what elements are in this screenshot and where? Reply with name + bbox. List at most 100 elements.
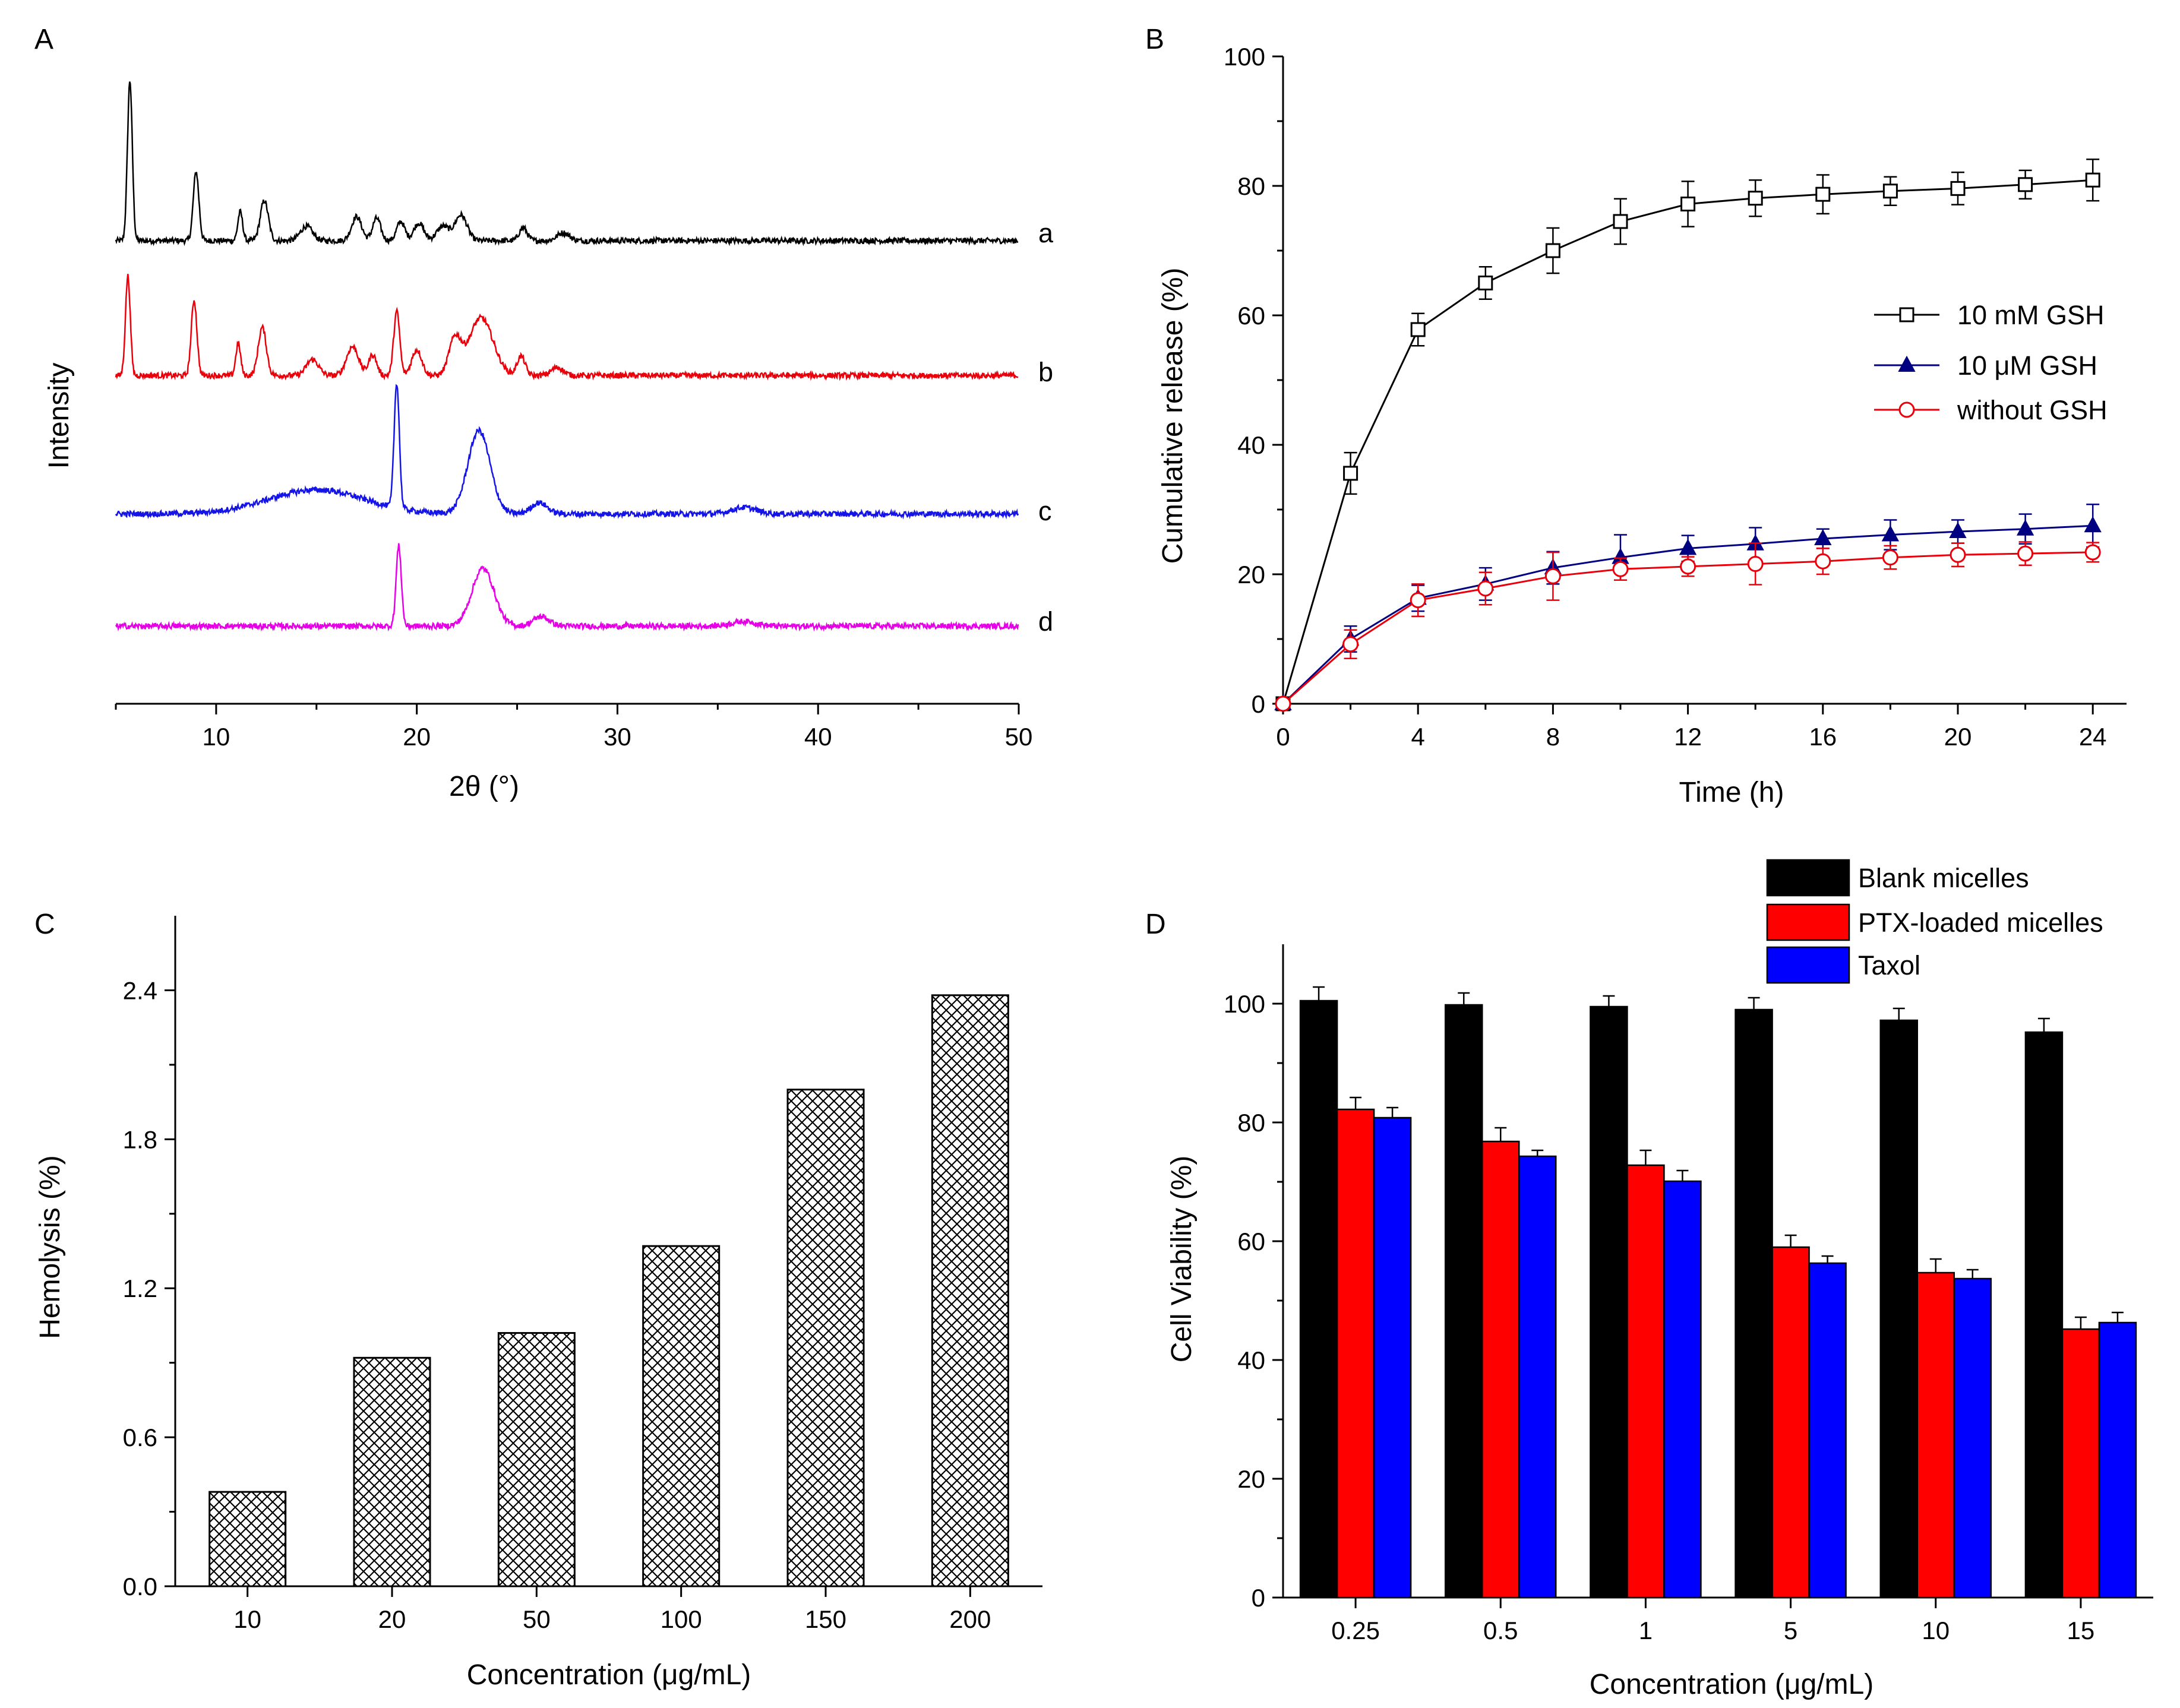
viability-x-tick-label: 5 [1784,1617,1797,1644]
hemolysis-bar [208,1491,287,1587]
release-x-tick-label: 0 [1276,723,1290,751]
hemolysis-x-label: Concentration (μg/mL) [467,1659,751,1691]
release-point [1612,561,1629,577]
viability-bar [1879,1019,1918,1599]
trace-label-a: a [1038,218,1054,248]
hemolysis-bar [497,1331,576,1587]
viability-legend: Blank micelles PTX-loaded micelles Taxol [1766,859,2103,984]
release-y-tick-label: 20 [1237,561,1265,589]
xrd-x-label: 2θ (°) [449,771,519,802]
viability-legend-swatch [1766,946,1850,984]
hemolysis-x-tick-label: 150 [805,1605,846,1633]
release-point [1343,466,1358,481]
release-x-tick-label: 12 [1674,723,1702,751]
release-legend-marker [1898,355,1916,372]
release-point [1478,276,1493,290]
release-x-tick-label: 8 [1546,723,1560,751]
hemolysis-bar [353,1356,431,1587]
release-y-label: Cumulative release (%) [1157,268,1189,564]
viability-legend-swatch [1766,903,1850,941]
viability-legend-swatch [1766,859,1850,897]
release-y-tick-label: 100 [1224,43,1265,71]
panel-letter-c: C [34,909,55,940]
xrd-y-label: Intensity [43,363,75,469]
xrd-trace-d [115,543,1019,632]
hemolysis-bar [642,1245,721,1587]
viability-x-tick-label: 10 [1922,1617,1950,1644]
release-point [2016,519,2034,536]
trace-label-c: c [1038,496,1052,526]
hemolysis-x-tick-label: 50 [523,1605,551,1633]
release-point [1275,695,1291,712]
release-point [1680,558,1696,575]
hemolysis-bar [931,994,1009,1587]
panel-letter-a: A [34,24,53,55]
release-y-tick-label: 60 [1237,302,1265,330]
hemolysis-y-tick-label: 0.0 [123,1573,157,1601]
release-point [1950,546,1966,563]
release-point [1477,580,1494,597]
xrd-chart: 10 20 30 40 50 [115,81,1032,751]
viability-y-tick-label: 20 [1237,1465,1265,1493]
viability-legend-label: PTX-loaded micelles [1858,907,2103,938]
release-x-label: Time (h) [1679,777,1784,808]
xrd-trace-b [115,274,1019,381]
viability-x-tick-label: 15 [2067,1617,2095,1644]
release-point [1748,191,1763,206]
release-point [1815,553,1831,570]
release-x-tick-label: 16 [1809,723,1837,751]
release-point [1613,214,1628,229]
viability-legend-label: Blank micelles [1858,863,2029,893]
viability-bar [1373,1116,1412,1599]
release-y-tick-label: 40 [1237,431,1265,459]
release-point [1881,525,1900,542]
viability-bar [1626,1164,1665,1599]
release-x-tick-label: 20 [1944,723,1972,751]
release-legend-label: 10 μM GSH [1957,350,2097,381]
trace-label-b: b [1038,357,1053,387]
release-point [1544,568,1561,584]
hemolysis-bar [786,1089,865,1587]
release-point [2018,177,2033,192]
release-legend-label: 10 mM GSH [1957,300,2105,330]
viability-bar [1808,1262,1847,1599]
hemolysis-y-tick-label: 1.2 [123,1274,157,1302]
trace-label-d: d [1038,606,1053,637]
release-legend-marker [1899,307,1914,322]
hemolysis-y-label: Hemolysis (%) [34,1155,66,1339]
viability-bar [1445,1004,1483,1599]
release-point [1410,592,1426,609]
xrd-trace-a [115,81,1019,246]
viability-bar [1481,1140,1520,1599]
viability-bar [2098,1321,2137,1599]
viability-bar [1299,1000,1338,1599]
release-legend-marker [1898,401,1915,418]
viability-x-tick-label: 0.25 [1331,1617,1380,1644]
release-chart: 0 4 8 12 16 20 24 0 20 40 60 80 100 [1224,43,2127,751]
viability-bar [2061,1328,2100,1599]
release-point [2084,516,2102,533]
viability-bar [1518,1155,1557,1599]
viability-y-tick-label: 0 [1252,1584,1265,1612]
viability-legend-label: Taxol [1858,950,1920,980]
panel-letter-d: D [1145,909,1166,940]
release-point [1815,186,1831,202]
viability-y-tick-label: 100 [1224,990,1265,1018]
release-point [2017,545,2034,562]
release-point [1342,636,1359,653]
release-x-tick-label: 24 [2079,723,2107,751]
viability-bar [1663,1180,1702,1599]
release-point [1814,529,1832,546]
release-point [1747,556,1764,573]
release-point [1949,521,1967,539]
hemolysis-x-tick-label: 200 [949,1605,991,1633]
panel-letter-b: B [1145,24,1164,55]
release-point [1679,539,1697,555]
viability-x-label: Concentration (μg/mL) [1590,1669,1874,1700]
release-line-10 mM GSH [1282,179,2093,704]
viability-y-tick-label: 40 [1237,1346,1265,1374]
viability-bar [1953,1277,1992,1599]
viability-bar [1916,1271,1955,1599]
viability-x-tick-label: 1 [1639,1617,1653,1644]
